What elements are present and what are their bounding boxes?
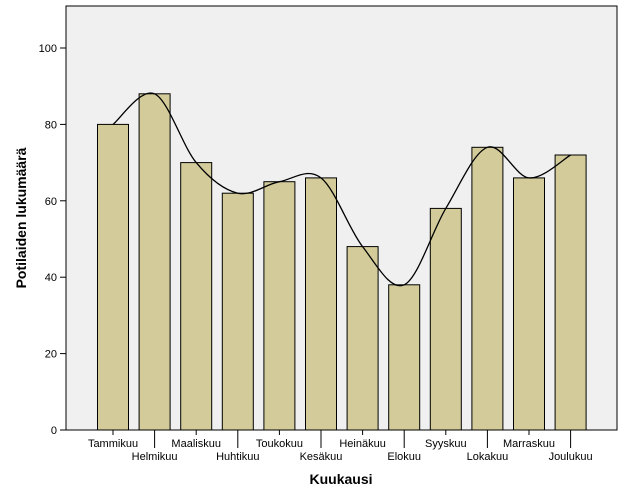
bar-5 [305,177,337,431]
x-tick-label-7: Elokuu [387,451,421,463]
bar-2 [180,162,213,431]
bar-0 [97,123,129,431]
bar-7 [388,284,421,431]
x-tick-label-1: Helmikuu [132,451,178,463]
y-tick-label-5: 100 [39,43,57,55]
x-tick-label-0: Tammikuu [88,438,138,450]
y-tick-label-1: 20 [45,349,57,361]
x-tick-label-5: Kesäkuu [300,451,343,463]
bar-4 [263,181,296,431]
bar-9 [471,146,504,431]
y-axis-title: Potilaiden lukumäärä [13,147,29,288]
x-axis: TammikuuHelmikuuMaaliskuuHuhtikuuToukoku… [88,430,593,463]
x-tick-label-9: Lokakuu [467,451,509,463]
x-tick-label-2: Maaliskuu [171,438,221,450]
bar-8 [429,207,462,431]
x-tick-label-11: Joulukuu [549,451,593,463]
y-axis: 0 20 40 60 80 100 [39,43,66,437]
bar-3 [221,192,254,431]
bar-1 [138,93,171,431]
smooth-trend-line [112,92,571,287]
bar-11 [554,154,587,431]
x-tick-label-8: Syyskuu [425,438,467,450]
y-tick-label-2: 40 [45,272,57,284]
y-tick-label-0: 0 [51,425,57,437]
y-tick-label-3: 60 [45,196,57,208]
x-axis-title: Kuukausi [309,471,372,487]
bar-6 [346,246,379,431]
y-tick-label-4: 80 [45,119,57,131]
x-tick-label-10: Marraskuu [503,438,555,450]
bar-10 [513,177,545,431]
x-tick-label-3: Huhtikuu [216,451,259,463]
x-tick-label-4: Toukokuu [256,438,303,450]
x-tick-label-6: Heinäkuu [339,438,385,450]
